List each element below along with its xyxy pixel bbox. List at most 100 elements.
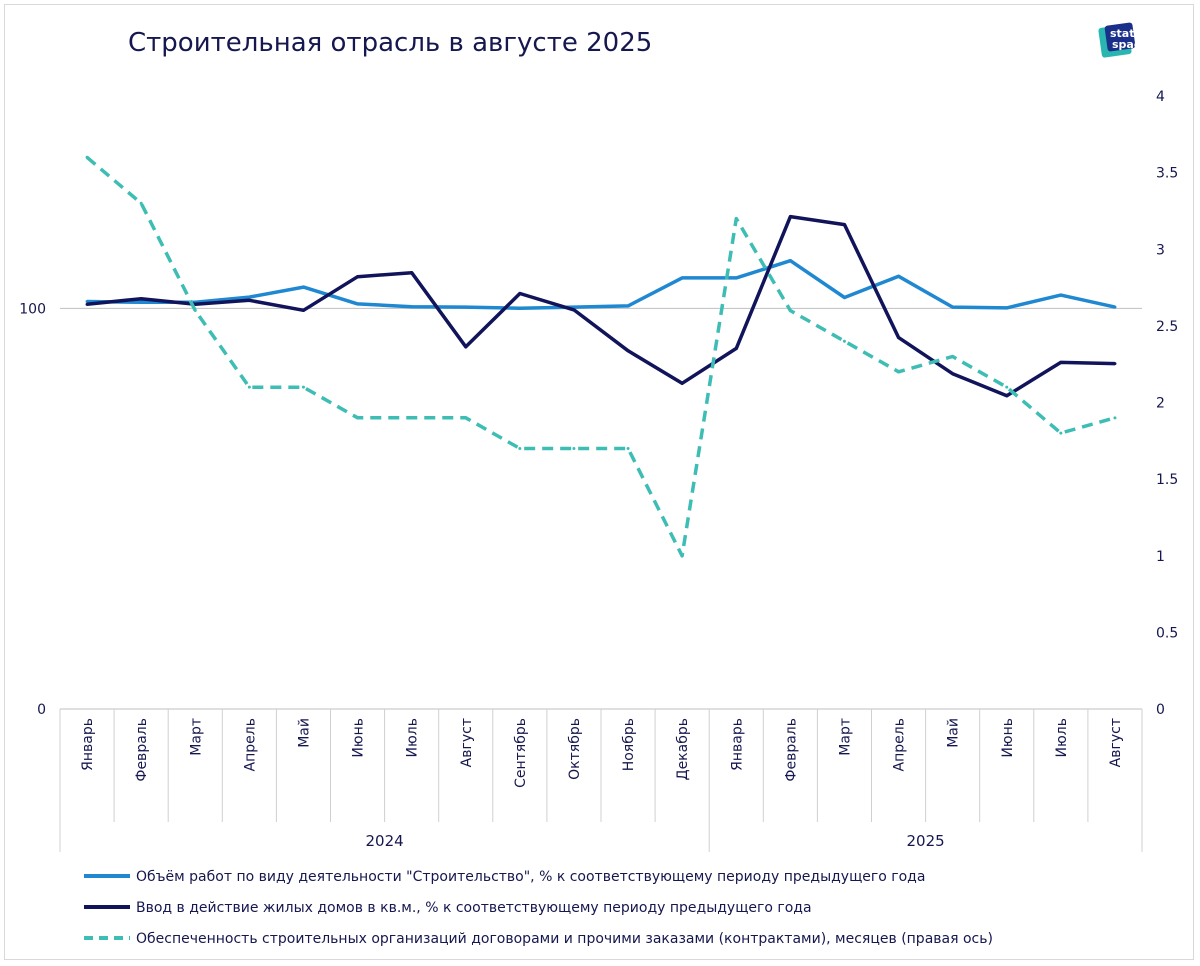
x-axis-labels: Январь Февраль Март Апрель Май Июнь Июль Август… (80, 718, 1124, 850)
x-tick-label: Февраль (134, 718, 150, 782)
data-point (464, 345, 468, 349)
data-point (139, 297, 143, 301)
right-axis-tick-label: 3.5 (1156, 166, 1178, 182)
data-point (1113, 305, 1117, 309)
x-tick-label: Май (946, 718, 962, 748)
legend-item-construction-volume: Объём работ по виду деятельности "Строит… (84, 869, 925, 885)
data-point (734, 217, 738, 221)
data-point (410, 416, 414, 420)
series-contracts-provision-line (85, 155, 1116, 558)
right-axis-tick-label: 0.5 (1156, 625, 1178, 641)
data-point (842, 296, 846, 300)
data-point (518, 446, 522, 450)
data-point (788, 215, 792, 219)
data-point (734, 276, 738, 280)
series-construction-volume-line (86, 258, 1116, 311)
x-tick-label: Март (188, 718, 204, 756)
data-point (301, 385, 305, 389)
legend-label: Объём работ по виду деятельности "Строит… (136, 869, 925, 885)
data-point (356, 302, 360, 306)
year-group-label: 2025 (907, 832, 945, 850)
data-point (626, 446, 630, 450)
x-tick-label: Август (459, 718, 475, 767)
statspace-logo: stat space (1098, 22, 1168, 62)
x-tick-label: Июнь (351, 718, 367, 758)
x-tick-label: Апрель (892, 718, 908, 771)
data-point (788, 309, 792, 313)
data-point (842, 339, 846, 343)
right-axis-tick-label: 3 (1156, 242, 1165, 258)
data-point (1059, 431, 1063, 435)
data-point (1005, 385, 1009, 389)
data-point (626, 304, 630, 308)
data-point (1005, 394, 1009, 398)
data-point (301, 308, 305, 312)
data-point (193, 309, 197, 313)
data-point (951, 305, 955, 309)
x-tick-label: Ноябрь (621, 718, 637, 771)
data-point (247, 295, 251, 299)
x-tick-label: Январь (729, 718, 745, 771)
chart-axes: 0 100 0 0.5 1 1.5 2 2.5 3 3.5 4 (19, 89, 1178, 852)
data-point (464, 305, 468, 309)
right-axis-tick-label: 1.5 (1156, 472, 1178, 488)
data-point (518, 306, 522, 310)
data-point (247, 385, 251, 389)
data-point (410, 271, 414, 275)
data-point (572, 446, 576, 450)
x-tick-label: Сентябрь (513, 718, 529, 788)
page-title: Строительная отрасль в августе 2025 (128, 28, 653, 58)
left-axis-tick-label: 0 (37, 702, 46, 718)
data-point (680, 276, 684, 280)
x-tick-label: Декабрь (675, 718, 691, 780)
right-axis-tick-label: 4 (1156, 89, 1165, 105)
legend-item-housing-input: Ввод в действие жилых домов в кв.м., % к… (84, 900, 812, 916)
data-point (842, 223, 846, 227)
data-point (1113, 362, 1117, 366)
data-point (85, 302, 89, 306)
right-axis-tick-label: 1 (1156, 549, 1165, 565)
data-point (734, 346, 738, 350)
data-point (626, 349, 630, 353)
data-point (1059, 360, 1063, 364)
x-tick-label: Январь (80, 718, 96, 771)
year-group-label: 2024 (366, 832, 404, 850)
x-tick-label: Февраль (783, 718, 799, 782)
legend-label: Обеспеченность строительных организаций … (136, 931, 993, 947)
x-tick-label: Июнь (1000, 718, 1016, 758)
right-axis-tick-label: 0 (1156, 702, 1165, 718)
data-point (680, 381, 684, 385)
data-point (1113, 416, 1117, 420)
chart-series (85, 155, 1117, 558)
x-tick-label: Март (837, 718, 853, 756)
data-point (85, 300, 89, 304)
data-point (1005, 306, 1009, 310)
series-housing-input-line (86, 214, 1116, 398)
data-point (1059, 293, 1063, 297)
data-point (788, 259, 792, 263)
data-point (85, 155, 89, 159)
data-point (518, 292, 522, 296)
x-tick-label: Октябрь (567, 718, 583, 780)
data-point (464, 416, 468, 420)
right-axis-tick-label: 2.5 (1156, 319, 1178, 335)
data-point (193, 302, 197, 306)
data-point (139, 300, 143, 304)
data-point (247, 298, 251, 302)
x-tick-label: Май (296, 718, 312, 748)
data-point (356, 416, 360, 420)
data-point (139, 201, 143, 205)
data-point (897, 336, 901, 340)
x-tick-label: Август (1108, 718, 1124, 767)
data-point (897, 274, 901, 278)
chart-frame (4, 4, 1194, 960)
right-axis-tick-label: 2 (1156, 396, 1165, 412)
data-point (572, 308, 576, 312)
logo-text-line1: stat (1110, 27, 1135, 40)
data-point (410, 305, 414, 309)
left-axis-tick-label: 100 (19, 301, 46, 317)
x-tick-label: Апрель (242, 718, 258, 771)
legend-item-contracts-provision: Обеспеченность строительных организаций … (84, 931, 993, 947)
data-point (680, 554, 684, 558)
